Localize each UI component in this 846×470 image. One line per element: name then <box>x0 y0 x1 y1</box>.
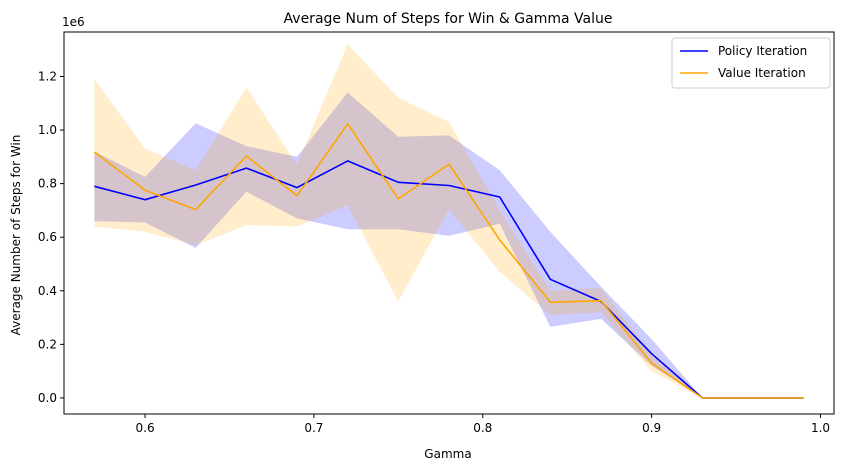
y-tick-label: 1.2 <box>38 69 57 83</box>
y-tick-label: 0.2 <box>38 337 57 351</box>
x-tick-label: 1.0 <box>811 421 830 435</box>
y-tick-label: 0.0 <box>38 391 57 405</box>
y-tick-label: 1.0 <box>38 123 57 137</box>
y-tick-label: 0.4 <box>38 284 57 298</box>
chart-title: Average Num of Steps for Win & Gamma Val… <box>284 11 613 27</box>
y-tick-label: 0.8 <box>38 177 57 191</box>
legend-label: Value Iteration <box>718 66 806 80</box>
band-policy-iteration <box>94 92 804 398</box>
confidence-bands <box>94 44 804 398</box>
x-axis-ticks: 0.6 0.7 0.8 0.9 1.0 <box>136 414 830 435</box>
legend: Policy Iteration Value Iteration <box>671 37 831 89</box>
x-tick-label: 0.8 <box>473 421 492 435</box>
y-axis-offset-label: 1e6 <box>62 15 85 29</box>
y-tick-label: 0.6 <box>38 230 57 244</box>
x-axis-label: Gamma <box>424 447 471 461</box>
series-line-value-iteration <box>93 123 804 399</box>
x-tick-label: 0.9 <box>642 421 661 435</box>
legend-box <box>671 37 831 89</box>
legend-label: Policy Iteration <box>718 44 807 58</box>
x-tick-label: 0.7 <box>304 421 323 435</box>
series-lines <box>93 123 804 399</box>
series-line-policy-iteration <box>94 160 804 399</box>
y-axis-ticks: 0.0 0.2 0.4 0.6 0.8 1.0 1.2 <box>38 69 64 405</box>
plot-frame <box>63 31 835 415</box>
x-tick-label: 0.6 <box>136 421 155 435</box>
y-axis-label: Average Number of Steps for Win <box>9 135 23 336</box>
band-value-iteration <box>94 44 804 398</box>
